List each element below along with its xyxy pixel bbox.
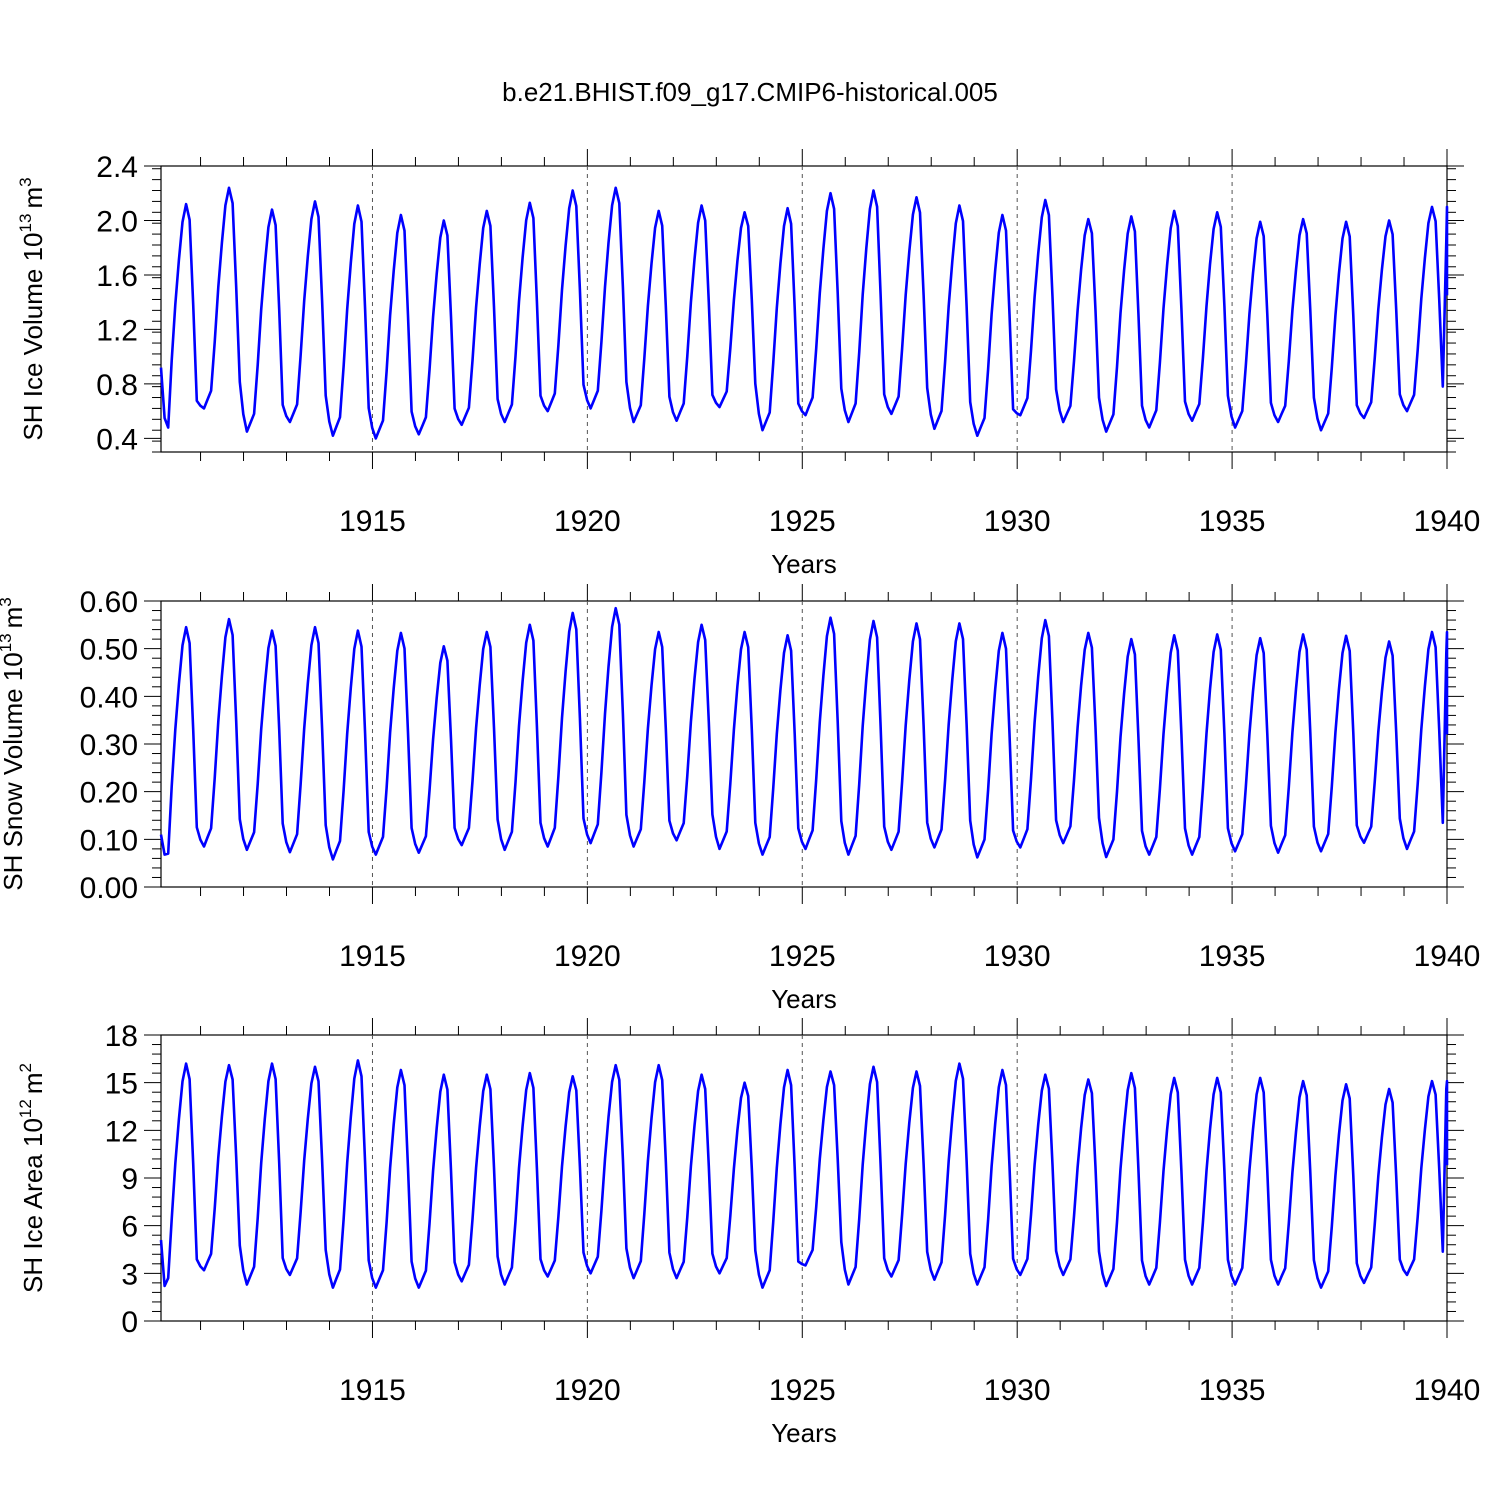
y-tick-label: 1.2 (96, 314, 138, 347)
y-tick-label: 15 (105, 1068, 138, 1101)
y-axis-title-unit-exponent: 2 (16, 1063, 35, 1072)
y-axis-title-text: SH Ice Volume 10 (18, 232, 48, 440)
x-tick-label: 1930 (984, 505, 1051, 538)
y-tick-label: 0.60 (80, 586, 138, 619)
y-axis-title: SH Snow Volume 1013 m3 (0, 597, 28, 891)
x-tick-label: 1940 (1414, 505, 1481, 538)
y-tick-label: 9 (121, 1163, 138, 1196)
x-tick-label: 1920 (554, 1374, 621, 1407)
x-tick-label: 1940 (1414, 1374, 1481, 1407)
x-axis-title: Years (771, 984, 837, 1014)
y-tick-label: 0.10 (80, 824, 138, 857)
x-tick-label: 1925 (769, 940, 836, 973)
panel-2: 1915 1920 1925 1930 1935 1940 Years 0.00 0.10 0.2… (0, 584, 1480, 1014)
x-tick-label: 1920 (554, 940, 621, 973)
x-tick-label: 1930 (984, 1374, 1051, 1407)
x-tick-label: 1915 (339, 1374, 406, 1407)
x-tick-label: 1915 (339, 940, 406, 973)
series-line (159, 1059, 1449, 1289)
y-tick-label: 6 (121, 1211, 138, 1244)
x-axis-title: Years (771, 1418, 837, 1448)
x-tick-label: 1930 (984, 940, 1051, 973)
y-axis-title-unit: m (0, 607, 28, 629)
x-tick-label: 1935 (1199, 1374, 1266, 1407)
x-tick-label: 1935 (1199, 940, 1266, 973)
y-axis-title-text: SH Snow Volume 10 (0, 652, 28, 890)
x-tick-label: 1925 (769, 505, 836, 538)
x-axis-title: Years (771, 549, 837, 579)
y-axis-title: SH Ice Volume 1013 m3 (16, 177, 48, 440)
y-tick-label: 0.00 (80, 872, 138, 905)
y-tick-label: 2.0 (96, 205, 138, 238)
panel-3: 1915 1920 1925 1930 1935 1940 Years 0 3 6 9 12 15 18 S… (16, 1018, 1480, 1448)
y-axis-title-text: SH Ice Area 10 (18, 1118, 48, 1293)
x-tick-label: 1940 (1414, 940, 1481, 973)
y-axis-title: SH Ice Area 1012 m2 (16, 1063, 48, 1293)
y-tick-label: 1.6 (96, 260, 138, 293)
panels: 1915 1920 1925 1930 1935 1940 Years 0.4 0.8 1.2 1.… (0, 149, 1480, 1448)
y-axis-title-unit-exponent: 3 (0, 597, 15, 606)
y-tick-label: 0.50 (80, 634, 138, 667)
x-tick-label: 1925 (769, 1374, 836, 1407)
y-axis-title-exponent: 13 (16, 214, 35, 233)
y-axis-title-unit: m (18, 187, 48, 209)
plot-frame (160, 165, 1448, 453)
x-tick-label: 1935 (1199, 505, 1266, 538)
panel-1: 1915 1920 1925 1930 1935 1940 Years 0.4 0.8 1.2 1.… (16, 149, 1480, 579)
figure-title: b.e21.BHIST.f09_g17.CMIP6-historical.005 (502, 77, 998, 107)
y-tick-label: 0.30 (80, 729, 138, 762)
x-tick-label: 1920 (554, 505, 621, 538)
y-axis-title-exponent: 13 (0, 633, 15, 652)
y-tick-label: 18 (105, 1020, 138, 1053)
y-axis-title-unit-exponent: 3 (16, 177, 35, 186)
y-tick-label: 0.4 (96, 423, 138, 456)
y-tick-label: 3 (121, 1258, 138, 1291)
x-tick-label: 1915 (339, 505, 406, 538)
y-tick-label: 0 (121, 1306, 138, 1339)
y-tick-label: 0.8 (96, 369, 138, 402)
y-tick-label: 0.20 (80, 777, 138, 810)
y-tick-label: 2.4 (96, 151, 138, 184)
y-tick-label: 12 (105, 1115, 138, 1148)
series-line (159, 186, 1449, 440)
y-axis-title-unit: m (18, 1072, 48, 1094)
y-axis-title-exponent: 12 (16, 1099, 35, 1118)
series-line (159, 606, 1449, 861)
y-tick-label: 0.40 (80, 681, 138, 714)
